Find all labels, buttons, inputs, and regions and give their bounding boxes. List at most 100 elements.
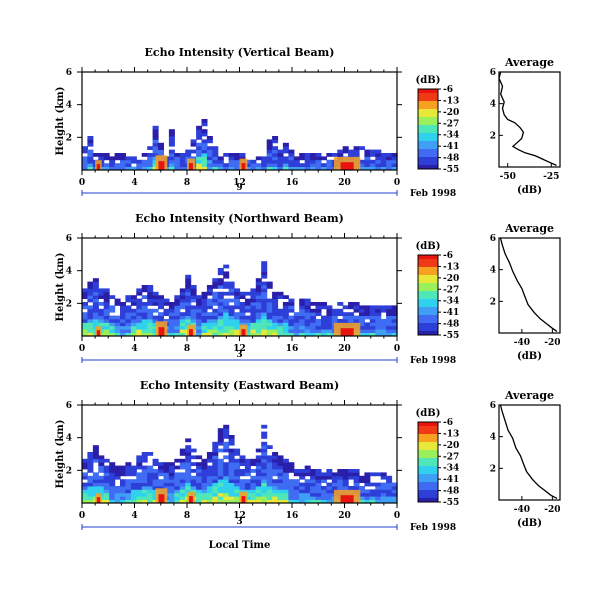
heatmap-cell [223, 281, 230, 286]
colorbar-swatch [418, 109, 438, 112]
heatmap-cell [103, 315, 110, 320]
heatmap-cell [261, 455, 268, 460]
heatmap-cell [223, 319, 230, 323]
heatmap-cell [174, 298, 181, 303]
heatmap-cell [282, 469, 289, 473]
heatmap-cell [179, 479, 186, 483]
heatmap-cell [82, 482, 88, 487]
heatmap-cell [261, 445, 268, 449]
heatmap-cell [288, 489, 295, 494]
heatmap-cell [228, 441, 235, 446]
heatmap-cell [250, 159, 257, 164]
heatmap-cell [277, 462, 284, 466]
heatmap-cell [114, 166, 121, 171]
heatmap-cell [321, 322, 327, 327]
heatmap-cell [228, 285, 235, 289]
heatmap-cell [277, 291, 284, 296]
colorbar-swatch [418, 263, 438, 266]
colorbar-swatch [418, 478, 438, 481]
x-tick-label: 0 [394, 344, 400, 354]
heatmap-cell [272, 166, 279, 171]
heatmap-cell [141, 452, 148, 456]
heatmap-cell [136, 163, 143, 167]
heatmap-cell [261, 465, 268, 470]
x-tick-label: 20 [338, 178, 351, 188]
heatmap-cell [98, 465, 105, 470]
average-title: Average [504, 56, 554, 69]
heatmap-cell [92, 482, 99, 487]
heatmap-cell [103, 319, 110, 323]
heatmap-cell [359, 315, 365, 320]
heatmap-cell [272, 452, 279, 456]
heatmap-cell [87, 452, 94, 456]
heatmap-cell [217, 271, 224, 276]
heatmap-cell [288, 486, 295, 490]
heatmap-cell [130, 159, 137, 164]
heatmap-cell [342, 319, 349, 323]
heatmap-cell [299, 499, 306, 504]
heatmap-cell [342, 475, 349, 480]
heatmap-cell [92, 305, 99, 310]
heatmap-cell [168, 132, 175, 137]
heatmap-cell [244, 465, 251, 470]
colorbar-swatch [418, 307, 438, 310]
heatmap-cell [103, 465, 110, 470]
heatmap-cell [261, 492, 268, 497]
heatmap-cell [190, 319, 197, 323]
heatmap-cell [109, 319, 116, 323]
heatmap-cell [272, 308, 279, 313]
heatmap-cell [277, 295, 284, 299]
heatmap-cell [359, 163, 365, 167]
heatmap-cell [152, 291, 159, 296]
heatmap-cell [109, 475, 116, 480]
colorbar-swatch [418, 317, 438, 320]
colorbar-tick-label: -20 [443, 441, 459, 451]
heatmap-cell [217, 489, 224, 494]
heatmap-cell [82, 305, 88, 310]
heatmap-cell [391, 308, 398, 313]
heatmap-cell [152, 139, 159, 144]
heatmap-cell [315, 332, 322, 337]
heatmap-cell [299, 298, 306, 303]
heatmap-cell [206, 302, 213, 306]
heatmap-cell [353, 482, 360, 487]
heatmap-cell [212, 319, 219, 323]
heatmap-cell [244, 458, 251, 463]
heatmap-cell [282, 166, 289, 171]
heatmap-cell [120, 319, 126, 323]
heatmap-cell [244, 496, 251, 500]
x-tick-label: 16 [286, 344, 299, 354]
heatmap-cell [234, 153, 241, 157]
heatmap-cell [114, 465, 121, 470]
heatmap-cell [87, 139, 94, 144]
heatmap-field [82, 424, 398, 504]
heatmap-cell [196, 305, 203, 310]
heatmap-cell [299, 329, 306, 333]
heatmap-cell [277, 472, 284, 477]
heatmap-cell [141, 159, 148, 164]
heatmap-cell [125, 479, 132, 483]
x-tick-label: 16 [286, 511, 299, 521]
heatmap-cell [168, 129, 175, 133]
y-tick-label: 2 [66, 133, 72, 143]
heatmap-cell [92, 285, 99, 289]
heatmap-cell [82, 322, 88, 327]
heatmap-cell [223, 166, 230, 171]
heatmap-cell [87, 136, 94, 140]
heatmap-cell [244, 492, 251, 497]
heatmap-cell [217, 431, 224, 436]
heatmap-cell [190, 305, 197, 310]
heatmap-cell [364, 332, 371, 337]
heatmap-cell [217, 472, 224, 477]
heatmap-cell [130, 298, 137, 303]
heatmap-cell [103, 295, 110, 299]
x-tick-label: 16 [286, 178, 299, 188]
heatmap-cell [206, 489, 213, 494]
heatmap-cell [120, 469, 126, 473]
heatmap-cell [293, 322, 300, 327]
heatmap-cell [168, 166, 175, 171]
heatmap-cell [293, 315, 300, 320]
heatmap-cell [201, 492, 208, 497]
heatmap-cell [288, 332, 295, 337]
heatmap-cell [136, 308, 143, 313]
